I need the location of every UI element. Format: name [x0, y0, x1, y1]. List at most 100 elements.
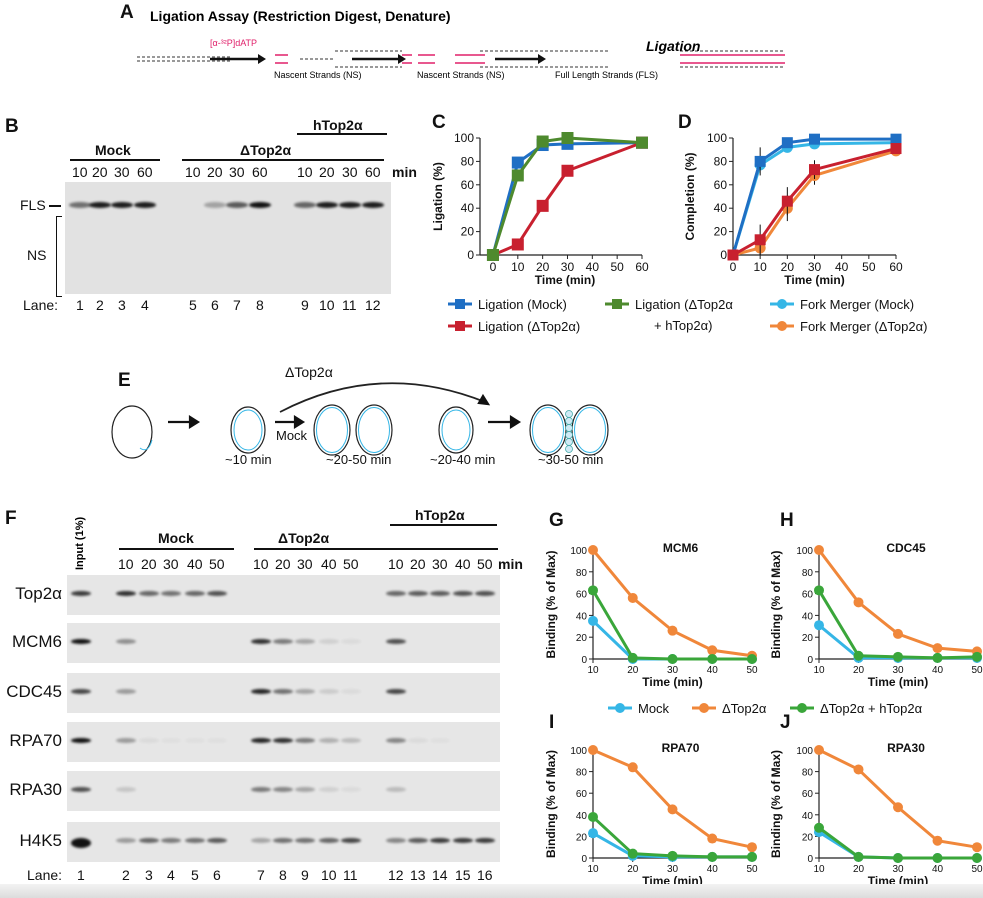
y-tick-label: 80 [576, 768, 588, 779]
blot-band [408, 738, 428, 743]
blot-row-label: H4K5 [19, 831, 62, 850]
x-tick-label: 40 [707, 665, 719, 676]
ligation-label: Ligation [646, 38, 701, 54]
x-tick-label: 40 [586, 260, 600, 274]
y-axis-label: Completion (%) [683, 153, 697, 241]
panel-g-letter: G [549, 510, 564, 531]
x-tick-label: 20 [536, 260, 550, 274]
nascent-strands-label-1: Nascent Strands (NS) [274, 70, 362, 80]
y-tick-label: 40 [802, 811, 814, 822]
ligation-gel [65, 182, 391, 294]
ligation-assay-schematic [137, 50, 785, 68]
chart-h: 0 20 40 60 80 100 10 20 30 40 50 Time (min) Binding … [770, 541, 983, 689]
time-label: 30 [229, 164, 245, 180]
f-lane-label: Lane: [27, 867, 63, 883]
blot-band [295, 689, 315, 694]
time-label: 30 [163, 556, 179, 572]
data-point-circle [932, 652, 943, 663]
chart-title: RPA70 [662, 741, 700, 755]
y-axis-label: Ligation (%) [431, 162, 445, 231]
blot-band [319, 738, 339, 743]
y-tick-label: 60 [576, 590, 588, 601]
blot-band [430, 591, 450, 596]
data-point-square [754, 155, 766, 167]
lane-number: 8 [279, 867, 287, 883]
fls-band [134, 202, 156, 208]
lane-number: 12 [365, 297, 381, 313]
lane-number: 9 [301, 297, 309, 313]
blot-band [116, 591, 136, 596]
legend-label: Mock [638, 701, 670, 716]
blot-band [475, 838, 495, 843]
x-tick-label: 30 [892, 665, 904, 676]
data-point-circle [615, 703, 625, 713]
lane-number: 11 [343, 867, 358, 883]
x-tick-label: 60 [635, 260, 649, 274]
blot-band [139, 738, 159, 743]
fls-band [339, 202, 361, 208]
data-point-circle [699, 703, 709, 713]
series-line [592, 748, 753, 849]
series-line [817, 589, 978, 660]
fls-band [249, 202, 271, 208]
chart-title: CDC45 [886, 541, 926, 555]
blot-band [161, 738, 181, 743]
panel-b-letter: B [5, 116, 19, 137]
time-label: 40 [187, 556, 203, 572]
data-point-circle [588, 828, 598, 839]
data-point-circle [893, 651, 903, 662]
data-point-circle [814, 620, 824, 631]
x-axis-label: Time (min) [784, 273, 844, 287]
y-tick-label: 80 [461, 154, 475, 168]
y-axis-label: Binding (% of Max) [545, 750, 558, 858]
blot-band [341, 838, 361, 843]
x-tick-label: 50 [746, 665, 758, 676]
y-tick-label: 20 [802, 832, 814, 843]
lane-number: 2 [96, 297, 104, 313]
data-point-circle [667, 625, 678, 636]
blot-band [71, 591, 91, 596]
x-axis-label: Time (min) [535, 273, 595, 287]
y-tick-label: 0 [807, 655, 813, 666]
data-point-circle [797, 703, 807, 713]
blot-band [207, 738, 227, 743]
y-tick-label: 40 [714, 201, 728, 215]
dATP-label: [α-³²P]dATP [210, 38, 258, 48]
chart-title: MCM6 [663, 541, 699, 555]
blot-band [207, 838, 227, 843]
nascent-strands-label-2: Nascent Strands (NS) [417, 70, 505, 80]
y-tick-label: 0 [467, 248, 474, 262]
time-label-2: ~20-50 min [326, 452, 392, 467]
series-line [491, 136, 643, 256]
blot-band [185, 738, 205, 743]
time-label: 50 [209, 556, 225, 572]
time-label: 60 [365, 164, 381, 180]
x-tick-label: 0 [490, 260, 497, 274]
blot-band [386, 689, 406, 694]
x-tick-label: 10 [753, 260, 767, 274]
time-label-3: ~20-40 min [430, 452, 496, 467]
x-tick-label: 30 [561, 260, 575, 274]
blot-row-label: CDC45 [6, 682, 62, 701]
lane-number: 3 [118, 297, 126, 313]
series-line [591, 589, 752, 661]
data-point-circle [588, 545, 598, 555]
min-label: min [392, 164, 417, 180]
blot-band [251, 787, 271, 792]
data-point-circle [707, 833, 718, 844]
blot-band [273, 838, 293, 843]
time-label: 60 [137, 164, 153, 180]
x-tick-label: 30 [892, 864, 904, 875]
y-tick-label: 20 [461, 225, 475, 239]
x-tick-label: 10 [587, 665, 599, 676]
legend-label: ΔTop2α + hTop2α [820, 701, 923, 716]
mock-header: Mock [95, 142, 131, 158]
blot-band [386, 838, 406, 843]
y-tick-label: 60 [802, 590, 814, 601]
y-axis-label: Binding (% of Max) [545, 551, 558, 659]
y-tick-label: 60 [461, 178, 475, 192]
time-label-4: ~30-50 min [538, 452, 604, 467]
time-label: 20 [410, 556, 426, 572]
blot-band [341, 787, 361, 792]
blot-band [116, 787, 136, 792]
